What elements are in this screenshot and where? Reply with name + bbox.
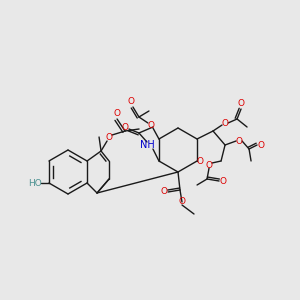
Text: O: O [128,98,134,106]
Text: O: O [160,188,167,196]
Text: O: O [122,122,128,131]
Text: O: O [147,121,155,130]
Text: O: O [106,133,112,142]
Text: O: O [238,100,244,109]
Text: O: O [222,118,229,127]
Text: O: O [196,157,204,166]
Text: O: O [258,140,265,149]
Text: O: O [236,136,243,146]
Text: O: O [220,176,226,185]
Text: O: O [178,197,185,206]
Text: O: O [206,160,213,169]
Text: HO: HO [28,178,42,188]
Text: NH: NH [140,140,154,150]
Text: O: O [114,109,121,118]
